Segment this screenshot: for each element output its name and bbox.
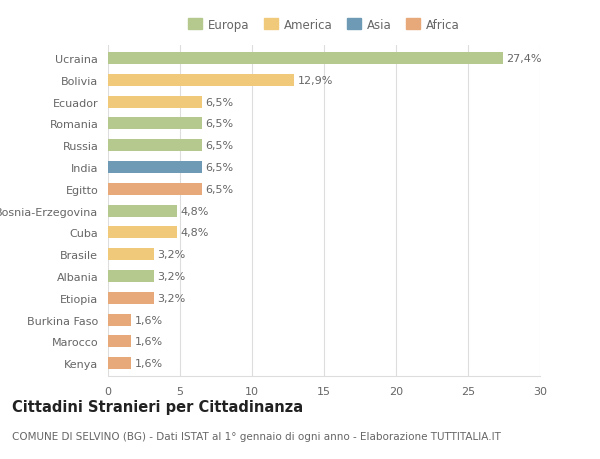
Text: 4,8%: 4,8% (181, 228, 209, 238)
Bar (108, 162, 202, 174)
Bar (108, 358, 131, 369)
Text: 6,5%: 6,5% (205, 162, 233, 173)
Bar (108, 75, 294, 87)
Text: 1,6%: 1,6% (134, 315, 163, 325)
Bar (108, 227, 177, 239)
Bar (108, 270, 154, 282)
Text: 27,4%: 27,4% (506, 54, 542, 64)
Legend: Europa, America, Asia, Africa: Europa, America, Asia, Africa (188, 19, 460, 32)
Bar (108, 184, 202, 196)
Bar (108, 249, 154, 261)
Text: COMUNE DI SELVINO (BG) - Dati ISTAT al 1° gennaio di ogni anno - Elaborazione TU: COMUNE DI SELVINO (BG) - Dati ISTAT al 1… (12, 431, 501, 442)
Text: 1,6%: 1,6% (134, 358, 163, 368)
Bar (108, 96, 202, 108)
Text: 6,5%: 6,5% (205, 185, 233, 195)
Text: Cittadini Stranieri per Cittadinanza: Cittadini Stranieri per Cittadinanza (12, 399, 303, 414)
Text: 3,2%: 3,2% (158, 293, 186, 303)
Text: 4,8%: 4,8% (181, 206, 209, 216)
Text: 6,5%: 6,5% (205, 119, 233, 129)
Bar (108, 53, 503, 65)
Bar (108, 336, 131, 347)
Text: 3,2%: 3,2% (158, 271, 186, 281)
Bar (108, 314, 131, 326)
Bar (108, 140, 202, 152)
Text: 1,6%: 1,6% (134, 336, 163, 347)
Text: 3,2%: 3,2% (158, 250, 186, 260)
Text: 6,5%: 6,5% (205, 141, 233, 151)
Bar (108, 118, 202, 130)
Text: 6,5%: 6,5% (205, 97, 233, 107)
Bar (108, 292, 154, 304)
Bar (108, 205, 177, 217)
Text: 12,9%: 12,9% (298, 76, 333, 86)
